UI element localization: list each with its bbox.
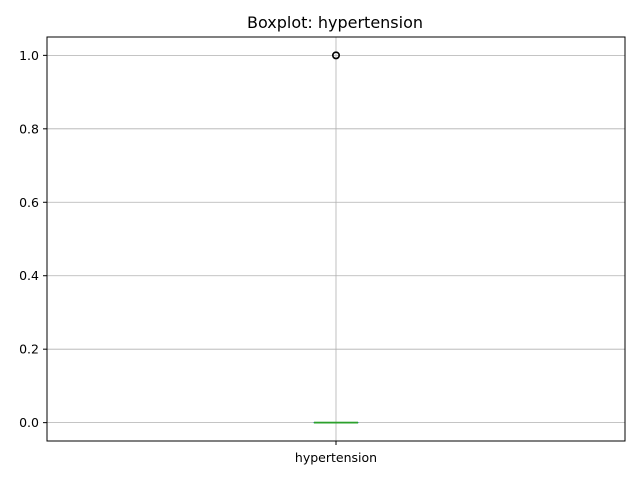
y-tick-label: 0.4 — [19, 268, 39, 283]
box-layer — [313, 51, 359, 424]
x-tick-label: hypertension — [295, 450, 377, 465]
plot-area-frame — [46, 36, 626, 442]
chart-title: Boxplot: hypertension — [247, 13, 423, 32]
y-tick-label: 1.0 — [19, 48, 39, 63]
y-tick-label: 0.8 — [19, 121, 39, 136]
y-tick-label: 0.0 — [19, 415, 39, 430]
axis-layer: 0.0 0.2 0.4 0.6 0.8 1.0 hypertension — [19, 48, 377, 465]
grid-layer — [47, 37, 625, 441]
y-tick-label: 0.6 — [19, 195, 39, 210]
outlier-point — [331, 51, 340, 60]
y-tick-label: 0.2 — [19, 342, 39, 357]
